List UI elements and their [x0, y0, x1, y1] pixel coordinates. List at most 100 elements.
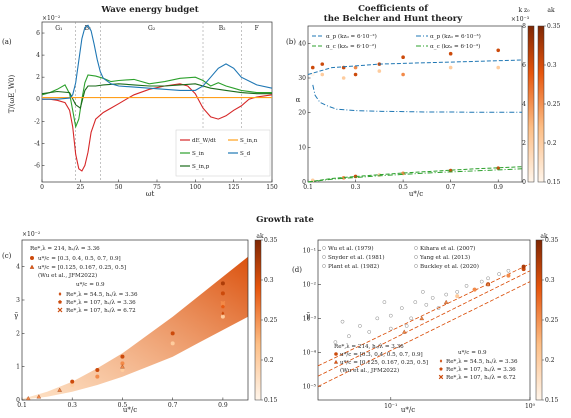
- data-point: [220, 300, 226, 306]
- data-point: [506, 273, 511, 278]
- reference-point: [436, 306, 441, 310]
- data-point: [120, 361, 125, 366]
- panel-d-ytick-label: 10⁻³: [303, 315, 317, 322]
- series-alpha-line: [307, 168, 523, 183]
- reference-point: [358, 324, 362, 328]
- legend-label: α_c (kz₀ = 6·10⁻²): [326, 43, 376, 50]
- panel-a-xlabel: ωt: [146, 190, 155, 198]
- legend-marker-pentagon: [58, 300, 62, 304]
- panel-d-cbar-tick-label: 0.15: [545, 397, 559, 404]
- panel-c-ytick-label: 2: [16, 330, 20, 337]
- legend-ref-label: Buckley et al. (2020): [420, 263, 479, 270]
- panel-c-ytick-label: 0: [16, 397, 20, 404]
- growth-rate-title: Growth rate: [256, 215, 314, 225]
- panel-d-ytick-label: 10⁻²: [303, 281, 317, 288]
- legend-label: Re*,λ = 54.5, hₛ/λ = 3.36: [66, 292, 138, 298]
- reference-point: [444, 292, 449, 297]
- data-point: [521, 264, 526, 269]
- panel-b-ak-colorbar: [537, 25, 545, 183]
- legend-group2-title: u*/c = 0.9: [76, 282, 105, 288]
- data-point: [496, 65, 501, 70]
- phase-label: B₁: [85, 25, 92, 32]
- panel-b-ytick-label: 0: [302, 179, 306, 186]
- series-alpha-line: [307, 166, 523, 183]
- panel-c-xtick-label: 0.9: [218, 402, 228, 409]
- panel-b-letter: (b): [286, 38, 296, 46]
- panel-b: Coefficients of the Belcher and Hunt the…: [286, 4, 561, 198]
- panel-c-ylabel: γ̃: [14, 311, 18, 320]
- legend-group1-title: Re*,λ = 214, hₛ/λ = 3.36: [30, 246, 100, 252]
- data-point: [320, 62, 325, 66]
- legend-marker-circle: [30, 256, 34, 260]
- panel-b-ytick-label: 10: [298, 144, 306, 151]
- reference-point: [340, 319, 345, 324]
- data-point: [320, 72, 325, 77]
- panel-c-xtick-label: 0.7: [168, 402, 178, 409]
- reference-point: [367, 330, 372, 334]
- data-point: [448, 51, 453, 56]
- legend-label: Re*,λ = 107, hₛ/λ = 6.72: [66, 308, 136, 314]
- data-point: [221, 311, 225, 316]
- legend-label: α_p (kz₀ = 6·10⁻³): [430, 33, 481, 40]
- data-point: [95, 368, 100, 372]
- panel-a-xtick-label: 0: [40, 184, 44, 191]
- panel-b-xtick-label: 0.7: [446, 184, 456, 191]
- panel-b-cbar-ak-label: ak: [547, 7, 555, 14]
- reference-point: [486, 276, 490, 281]
- panel-c-xlabel: u*/c: [123, 406, 137, 414]
- panel-d-cbar-tick-label: 0.25: [545, 317, 559, 324]
- legend-label: α_c (kz₀ = 6·10⁻³): [430, 43, 480, 50]
- legend-ref-marker: [322, 264, 326, 268]
- panel-c: (c) ×10⁻² γ̃ u*/c ak 0.1 0.3 0.5 0.7 0.9 0 1 2 3…: [2, 231, 278, 414]
- legend-marker-diamond: [58, 292, 62, 296]
- phase-label: G₂: [148, 25, 156, 32]
- panel-d-ytick-label: 10⁻¹: [303, 247, 316, 254]
- data-point: [353, 174, 358, 179]
- legend-label: (Wu et al., JFM2022): [340, 367, 399, 374]
- reference-point: [479, 279, 484, 284]
- panel-b-xtick-label: 0.5: [398, 184, 408, 191]
- panel-d-cbar-tick-label: 0.3: [545, 277, 555, 284]
- panel-a-ytick-label: -6: [34, 162, 40, 169]
- data-point: [443, 299, 449, 304]
- panel-d-letter: (d): [292, 266, 302, 274]
- panel-a-ytick-label: 2: [36, 74, 40, 81]
- panel-d-xlabel: u*/c: [401, 406, 415, 414]
- panel-b-k-tick-label: 8: [522, 23, 526, 30]
- panel-b-k-tick-label: 0: [522, 179, 526, 186]
- panel-c-xtick-label: 0.5: [118, 402, 128, 409]
- panel-b-xtick-label: 0.1: [303, 184, 313, 191]
- panel-a: Wave energy budget (a) ×10⁻² T/(ωE_W0) ω…: [2, 5, 278, 198]
- legend-ref-marker: [414, 264, 418, 268]
- legend-marker-triangle: [333, 359, 339, 364]
- series-alpha-line: [312, 84, 522, 113]
- legend-marker-cross: [438, 374, 444, 380]
- legend-ref-label: Kihara et al. (2007): [420, 245, 475, 252]
- panel-a-letter: (a): [2, 38, 12, 46]
- phase-label: G₁: [55, 25, 62, 32]
- legend-label: α_p (kz₀ = 6·10⁻²): [326, 33, 377, 40]
- panel-d-colorbar: [535, 239, 543, 401]
- series-S_inp-line: [41, 83, 272, 110]
- panel-c-cbar-label: ak: [256, 233, 264, 240]
- legend-label: u*/c = [0.3, 0.4, 0.5, 0.7, 0.9]: [340, 352, 423, 358]
- panel-c-xtick-label: 0.3: [67, 402, 77, 409]
- panel-b-ytick-label: 40: [298, 40, 306, 47]
- legend-ref-marker: [322, 246, 326, 250]
- reference-point: [497, 272, 501, 276]
- data-point: [170, 341, 175, 346]
- panel-b-ak-cbar-tick-label: 0.3: [547, 62, 557, 69]
- data-point: [95, 374, 100, 379]
- reference-point: [388, 313, 393, 318]
- panel-c-cbar-tick-label: 0.3: [264, 277, 274, 284]
- data-point: [402, 329, 407, 334]
- legend-marker-cross: [57, 307, 63, 313]
- reference-point: [399, 306, 404, 310]
- reference-point: [424, 302, 429, 307]
- data-point: [455, 294, 460, 299]
- panel-d-ytick-label: 10⁻⁴: [303, 349, 317, 356]
- data-point: [57, 387, 62, 392]
- panel-a-xtick-label: 100: [190, 184, 202, 191]
- panel-d-ylabel: γ̃: [306, 311, 310, 320]
